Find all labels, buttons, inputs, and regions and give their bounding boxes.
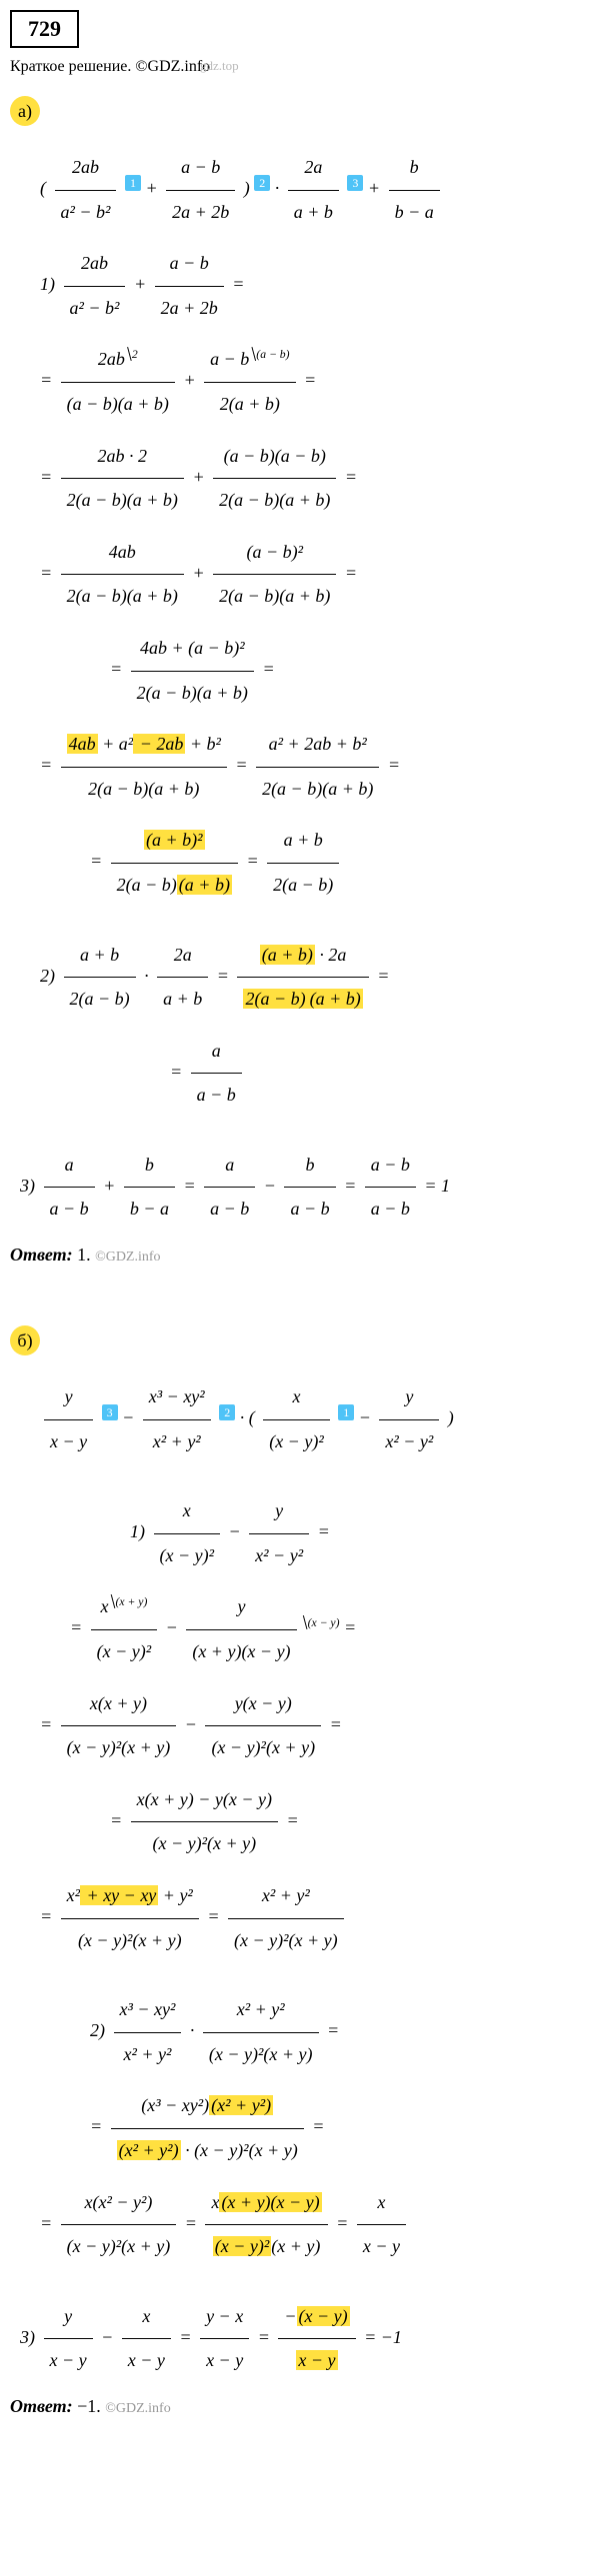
b-step1-l2: = x╲(x + y)(x − y)² − y(x + y)(x − y)╲(x… — [70, 1587, 588, 1671]
b-step1-l5: = x² + xy − xy + y²(x − y)²(x + y) = x² … — [40, 1876, 588, 1960]
b-step2-l3: = x(x² − y²)(x − y)²(x + y) = x(x + y)(x… — [40, 2183, 588, 2267]
b-step1-l3: = x(x + y)(x − y)²(x + y) − y(x − y)(x −… — [40, 1684, 588, 1768]
step-badge-3: 3 — [347, 175, 363, 191]
answer-a: Ответ: 1. ©GDZ.info — [10, 1245, 588, 1266]
a-step1-l7: = (a + b)²2(a − b)(a + b) = a + b2(a − b… — [90, 821, 588, 905]
step-badge-1b: 1 — [338, 1404, 354, 1420]
problem-number: 729 — [10, 10, 79, 48]
watermark: gdz.top — [200, 58, 239, 74]
a-step3: 3) aa − b + bb − a = aa − b − ba − b = a… — [20, 1146, 588, 1230]
part-a: а) ( 2aba² − b² 1 + a − b2a + 2b ) 2 · 2… — [10, 96, 588, 1266]
answer-b: Ответ: −1. ©GDZ.info — [10, 2396, 588, 2417]
b-step3: 3) yx − y − xx − y = y − xx − y = −(x − … — [20, 2297, 588, 2381]
part-b-main: yx − y 3 − x³ − xy²x² + y² 2 · ( x(x − y… — [40, 1377, 588, 1461]
part-a-label: а) — [10, 96, 40, 126]
b-step2-l2: = (x³ − xy²)(x² + y²)(x² + y²) · (x − y)… — [90, 2086, 588, 2170]
step-badge-2: 2 — [254, 175, 270, 191]
header: Краткое решение. ©GDZ.infogdz.top — [10, 58, 588, 76]
a-step1-l2: = 2ab╲2(a − b)(a + b) + a − b╲(a − b)2(a… — [40, 340, 588, 424]
part-a-main: ( 2aba² − b² 1 + a − b2a + 2b ) 2 · 2aa … — [40, 148, 588, 232]
a-step1-l5: = 4ab + (a − b)²2(a − b)(a + b) = — [110, 629, 588, 713]
step-badge-3b: 3 — [102, 1404, 118, 1420]
b-step1: 1) x(x − y)² − yx² − y² = — [130, 1491, 588, 1575]
part-b-label: б) — [10, 1325, 40, 1355]
a-step1-l6: = 4ab + a² − 2ab + b²2(a − b)(a + b) = a… — [40, 725, 588, 809]
step-badge-1: 1 — [125, 175, 141, 191]
a-step2: 2) a + b2(a − b) · 2aa + b = (a + b) · 2… — [40, 936, 588, 1020]
a-step1: 1) 2aba² − b² + a − b2a + 2b = — [40, 244, 588, 328]
b-step1-l4: = x(x + y) − y(x − y)(x − y)²(x + y) = — [110, 1780, 588, 1864]
a-step2-l2: = aa − b — [170, 1032, 588, 1116]
a-step1-l4: = 4ab2(a − b)(a + b) + (a − b)²2(a − b)(… — [40, 533, 588, 617]
part-b: б) yx − y 3 − x³ − xy²x² + y² 2 · ( x(x … — [10, 1325, 588, 2417]
step-badge-2b: 2 — [219, 1404, 235, 1420]
a-step1-l3: = 2ab · 22(a − b)(a + b) + (a − b)(a − b… — [40, 437, 588, 521]
b-step2: 2) x³ − xy²x² + y² · x² + y²(x − y)²(x +… — [90, 1990, 588, 2074]
